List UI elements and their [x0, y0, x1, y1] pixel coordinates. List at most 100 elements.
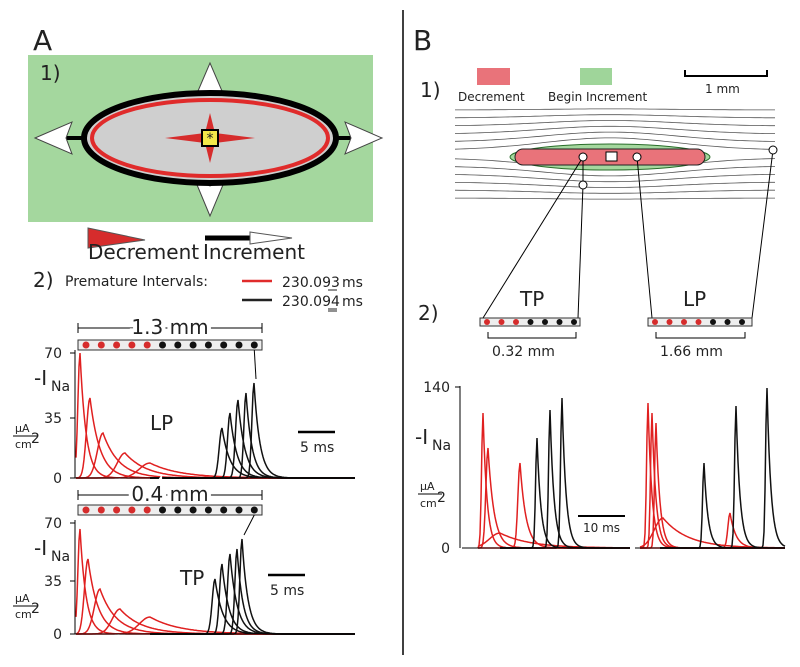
- time-label: 10 ms: [583, 521, 620, 535]
- trace-name: LP: [683, 287, 706, 311]
- y-label: -I: [415, 425, 428, 449]
- arrow: [253, 349, 257, 380]
- electrode: [143, 341, 151, 349]
- unit: 2: [437, 490, 446, 506]
- stimulus: [605, 151, 618, 162]
- scale-label: 1.3 mm: [131, 315, 208, 339]
- electrode: [220, 506, 228, 514]
- unit: µA: [420, 480, 435, 493]
- part-label: 2): [33, 268, 54, 292]
- unit: cm: [15, 438, 32, 451]
- interval: 230.093: [282, 275, 340, 291]
- y-label-sub: Na: [432, 438, 451, 454]
- electrode: [220, 341, 228, 349]
- electrode: [235, 341, 243, 349]
- contour: [454, 166, 776, 177]
- contour: [454, 181, 775, 188]
- electrode: [666, 319, 673, 325]
- connector: [577, 184, 584, 319]
- electrode: [768, 145, 778, 155]
- tick-label: 70: [44, 346, 62, 362]
- electrode: [113, 506, 121, 514]
- contour: [454, 137, 776, 150]
- electrode: [513, 319, 519, 325]
- tick-label: 0: [441, 541, 450, 557]
- connector: [636, 156, 653, 319]
- electrode: [632, 152, 642, 162]
- electrode: [739, 319, 745, 325]
- tick-label: 70: [44, 516, 62, 532]
- trace-name: LP: [150, 411, 173, 435]
- legend-label: Increment: [203, 240, 305, 264]
- electrode-bar: [77, 504, 263, 516]
- electrode: [571, 319, 577, 325]
- contour: [454, 114, 775, 119]
- electrode: [159, 341, 166, 349]
- trace: [640, 422, 785, 549]
- connector: [751, 149, 774, 319]
- electrode: [652, 319, 658, 325]
- electrode: [498, 319, 505, 325]
- electrode: [97, 506, 105, 514]
- unit: cm: [15, 608, 32, 621]
- unit: 2: [31, 601, 40, 617]
- trace: [660, 462, 785, 549]
- contour: [454, 189, 775, 194]
- electrode: [204, 341, 212, 349]
- electrode: [527, 319, 534, 325]
- electrode: [159, 506, 166, 514]
- electrode: [189, 506, 197, 514]
- trace-name: TP: [179, 566, 204, 590]
- arrow: [243, 514, 255, 536]
- y-label-sub: Na: [51, 379, 70, 395]
- electrode: [82, 341, 90, 349]
- electrode: [113, 341, 121, 349]
- electrode: [681, 319, 687, 325]
- tick-label: 140: [423, 380, 450, 396]
- contour: [454, 174, 775, 183]
- trace: [75, 397, 355, 479]
- unit: cm: [420, 497, 437, 510]
- unit: 2: [31, 431, 40, 447]
- electrode: [204, 506, 212, 514]
- electrode: [250, 341, 258, 349]
- arrow: [33, 121, 73, 155]
- electrode: [174, 506, 182, 514]
- electrode: [710, 319, 716, 325]
- contour: [455, 197, 775, 200]
- contour: [454, 131, 776, 142]
- tick-label: 0: [53, 627, 62, 643]
- contours: [454, 108, 776, 200]
- scale-label: 0.32 mm: [492, 344, 555, 360]
- interval: 230.094: [282, 294, 340, 310]
- trace: [640, 412, 785, 549]
- scale-label: 0.4 mm: [131, 482, 208, 506]
- legend-label: Decrement: [88, 240, 199, 264]
- y-label-sub: Na: [51, 549, 70, 565]
- part-label: 1): [420, 78, 441, 102]
- panel-label: A: [33, 24, 52, 57]
- unit: µA: [15, 592, 30, 605]
- panel-label: B: [413, 24, 432, 57]
- electrode: [174, 341, 182, 349]
- trace: [150, 382, 355, 479]
- contour: [454, 120, 775, 127]
- electrode: [82, 506, 90, 514]
- arrow: [344, 121, 384, 155]
- decrement-icon: [87, 227, 146, 249]
- scale-bar: [684, 70, 768, 77]
- bracket: [77, 323, 263, 333]
- electrode: [695, 319, 702, 325]
- legend-label: Decrement: [458, 90, 525, 104]
- contour: [454, 125, 775, 134]
- legend-swatch: [580, 68, 612, 85]
- connector: [482, 156, 584, 319]
- y-label: -I: [34, 366, 47, 390]
- part-label: 1): [40, 61, 61, 85]
- tick-label: 35: [44, 411, 62, 427]
- electrode-bar: [77, 339, 263, 351]
- part-label: 2): [418, 301, 439, 325]
- scale-label: 1 mm: [705, 82, 740, 96]
- interval-unit: ms: [342, 294, 363, 310]
